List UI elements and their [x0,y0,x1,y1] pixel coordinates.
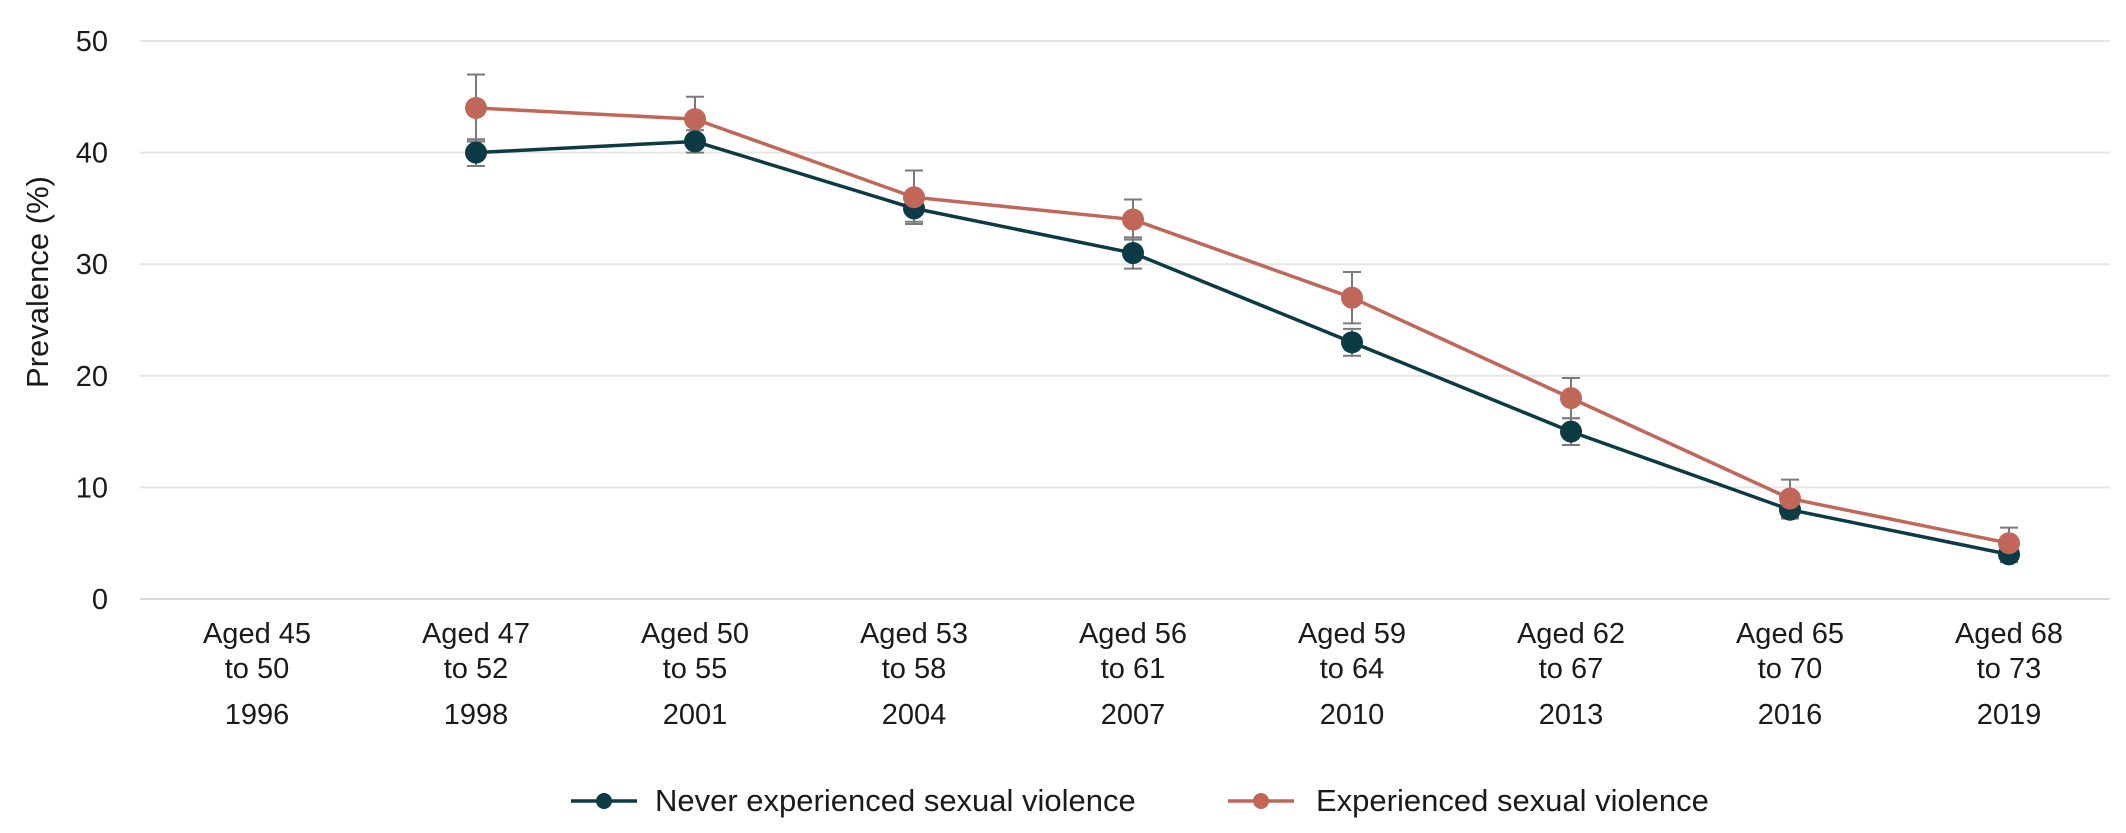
data-point [465,96,487,119]
x-tick-label-line2: to 64 [1320,653,1385,685]
x-tick-year: 2010 [1320,699,1385,731]
x-tick-label-line2: to 67 [1539,653,1604,685]
x-tick-year: 2007 [1101,699,1166,731]
legend-label: Never experienced sexual violence [655,783,1136,818]
x-tick-label-line1: Aged 68 [1955,618,2063,650]
x-tick-label-line1: Aged 47 [422,618,530,650]
legend-marker-icon [1253,793,1269,809]
series-line [475,139,2010,557]
legend-marker-icon [596,793,612,809]
data-point [903,186,925,209]
data-point [465,141,487,164]
data-point [1560,387,1582,410]
y-tick-label: 40 [76,138,108,170]
data-point [1560,420,1582,443]
data-point [1998,532,2020,555]
x-tick-label-line1: Aged 65 [1736,618,1844,650]
y-tick-label: 0 [92,584,108,616]
y-axis-title: Prevalence (%) [20,176,55,388]
x-tick-year: 1996 [225,699,290,731]
x-tick-label-line1: Aged 45 [203,618,311,650]
x-tick-label-line2: to 50 [225,653,290,685]
legend-item: Never experienced sexual violence [571,783,1136,818]
series-lines [475,106,2010,557]
x-tick-label-line2: to 73 [1977,653,2042,685]
x-tick-label-line2: to 61 [1101,653,1166,685]
y-tick-label: 10 [76,472,108,504]
x-tick-label-line2: to 55 [663,653,728,685]
x-tick-label-line1: Aged 50 [641,618,749,650]
y-tick-label: 50 [76,26,108,58]
x-tick-label-line2: to 58 [882,653,947,685]
y-axis-ticks: 0 10 20 30 40 50 [76,26,108,616]
x-tick-label-line1: Aged 53 [860,618,968,650]
x-tick-year: 2019 [1977,699,2042,731]
legend: Never experienced sexual violence Experie… [571,783,1709,818]
y-tick-label: 30 [76,249,108,281]
x-tick-year: 2013 [1539,699,1604,731]
y-tick-label: 20 [76,361,108,393]
data-point [684,108,706,131]
x-tick-label-line2: to 70 [1758,653,1823,685]
data-point [1341,286,1363,309]
data-points [465,96,2020,566]
x-tick-label-line2: to 52 [444,653,509,685]
data-point [1122,208,1144,231]
x-tick-label-line1: Aged 59 [1298,618,1406,650]
x-tick-label-line1: Aged 56 [1079,618,1187,650]
legend-label: Experienced sexual violence [1316,783,1709,818]
data-point [1779,487,1801,510]
x-tick-year: 2001 [663,699,728,731]
legend-item: Experienced sexual violence [1228,783,1709,818]
data-point [1341,331,1363,354]
data-point [684,130,706,153]
x-tick-year: 2016 [1758,699,1823,731]
x-tick-label-line1: Aged 62 [1517,618,1625,650]
series-line [475,106,2010,545]
x-tick-year: 1998 [444,699,509,731]
x-tick-year: 2004 [882,699,947,731]
data-point [1122,242,1144,265]
